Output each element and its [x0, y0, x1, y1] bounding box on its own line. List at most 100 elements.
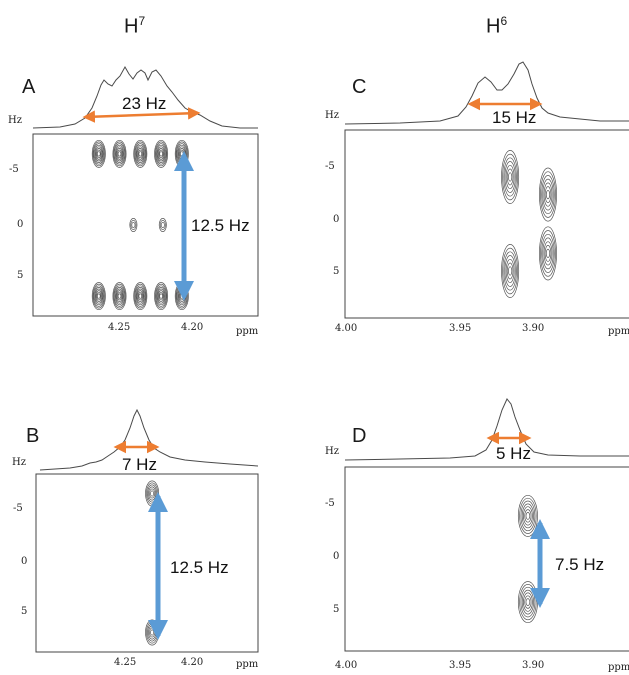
contour-peak-c-1-ring-5: [544, 186, 552, 203]
column-header-h6: H6: [486, 14, 507, 39]
contour-peak-b-0-ring-5: [150, 490, 155, 497]
y-unit-a: Hz: [8, 115, 22, 126]
contour-peak-c-1-ring-0: [539, 167, 557, 222]
contour-peak-a-10-ring-5: [157, 290, 165, 302]
contour-layer-c: [501, 150, 557, 298]
coupling-label-c-horizontal: 15 Hz: [492, 108, 537, 127]
contour-peak-a-9-ring-5: [137, 290, 144, 302]
contour-peak-c-2-ring-1: [502, 247, 518, 295]
contour-peak-c-3-ring-2: [541, 233, 555, 273]
y-tick-c-5: 5: [333, 266, 340, 277]
contour-peak-a-10-ring-1: [154, 283, 168, 309]
contour-peak-a-7-ring-3: [94, 287, 104, 306]
contour-peak-a-10-ring-7: [159, 293, 163, 299]
contour-peak-d-0-ring-1: [519, 497, 537, 534]
x-unit-d: ppm: [608, 662, 629, 673]
contour-peak-a-1-ring-6: [117, 149, 122, 159]
contour-peak-c-0-ring-0: [501, 150, 520, 204]
column-header-superscript: 7: [138, 14, 146, 28]
contour-peak-a-7-ring-0: [91, 282, 106, 311]
y-tick-b-5: 5: [21, 606, 28, 617]
contour-peak-b-0-ring-2: [147, 484, 158, 503]
contour-peak-a-3-ring-3: [156, 144, 166, 163]
x-tick-c-395: 3.95: [449, 323, 472, 334]
contour-peak-a-0-ring-5: [95, 148, 103, 160]
contour-peak-a-1-ring-7: [117, 151, 122, 157]
contour-peak-c-0-ring-2: [503, 157, 517, 197]
contour-peak-d-0-ring-2: [520, 500, 536, 532]
contour-peak-a-9-ring-1: [134, 283, 147, 309]
contour-peak-a-5-ring-2: [131, 222, 136, 228]
contour-peak-d-0-ring-4: [523, 506, 533, 526]
contour-peak-c-2-ring-3: [504, 255, 516, 287]
x-unit-c: ppm: [608, 326, 629, 337]
contour-peak-c-2-ring-6: [508, 266, 513, 276]
contour-peak-a-2-ring-0: [133, 139, 148, 168]
contour-peak-a-3-ring-1: [154, 141, 168, 167]
x-tick-d-390: 3.90: [522, 660, 545, 671]
contour-peak-a-7-ring-1: [92, 283, 105, 309]
column-header-superscript: 6: [500, 14, 508, 28]
contour-peak-a-2-ring-5: [137, 148, 144, 160]
contour-peak-a-8-ring-7: [117, 293, 122, 299]
panel-letter-a: A: [22, 76, 36, 98]
x-tick-a-425: 4.25: [108, 322, 131, 333]
coupling-label-a-vertical: 12.5 Hz: [191, 216, 250, 235]
contour-peak-d-0-ring-5: [524, 509, 532, 523]
contour-peak-a-3-ring-7: [159, 151, 163, 157]
contour-peak-c-1-ring-1: [540, 171, 556, 218]
contour-peak-c-1-ring-3: [542, 178, 554, 211]
contour-peak-c-0-ring-1: [502, 153, 518, 201]
x-unit-b: ppm: [236, 659, 259, 670]
contour-peak-a-6-ring-2: [160, 222, 165, 228]
contour-peak-d-0-ring-3: [521, 503, 534, 529]
coupling-label-d-horizontal: 5 Hz: [496, 444, 531, 463]
y-tick-b-neg5: -5: [13, 503, 23, 514]
contour-peak-a-5-ring-0: [129, 218, 138, 232]
contour-peak-a-10-ring-3: [156, 287, 166, 306]
contour-peak-d-0-ring-6: [525, 512, 531, 520]
contour-peak-a-8-ring-2: [114, 285, 125, 307]
contour-peak-d-1-ring-3: [521, 589, 534, 615]
y-unit-d: Hz: [325, 446, 339, 457]
contour-peak-a-8-ring-0: [112, 282, 127, 311]
contour-peak-c-3-ring-0: [539, 226, 557, 281]
contour-peak-a-0-ring-4: [94, 146, 103, 162]
panel-letter-d: D: [352, 425, 367, 447]
column-header-label: H: [124, 15, 139, 38]
coupling-label-d-vertical: 7.5 Hz: [555, 555, 605, 574]
contour-peak-a-3-ring-2: [155, 143, 167, 165]
contour-peak-c-3-ring-1: [540, 230, 556, 277]
contour-peak-a-10-ring-4: [157, 288, 166, 304]
contour-peak-a-3-ring-6: [158, 149, 164, 159]
contour-peak-a-6-ring-1: [159, 220, 166, 230]
contour-peak-a-7-ring-2: [93, 285, 105, 307]
contour-peak-a-10-ring-6: [158, 291, 164, 301]
contour-peak-a-3-ring-0: [154, 139, 169, 168]
contour-peak-a-9-ring-7: [138, 293, 143, 299]
contour-peak-c-3-ring-3: [542, 237, 554, 270]
y-tick-a-neg5: -5: [9, 164, 19, 175]
contour-peak-a-0-ring-0: [91, 139, 106, 168]
contour-peak-a-10-ring-0: [154, 282, 169, 311]
contour-peak-c-3-ring-4: [543, 241, 553, 266]
x-tick-c-390: 3.90: [522, 323, 545, 334]
y-tick-c-neg5: -5: [325, 161, 335, 172]
y-tick-b-0: 0: [21, 556, 28, 567]
contour-peak-a-1-ring-5: [116, 148, 123, 160]
coupling-label-b-vertical: 12.5 Hz: [170, 558, 229, 577]
coupling-label-b-horizontal: 7 Hz: [122, 455, 157, 474]
y-unit-b: Hz: [12, 457, 26, 468]
x-tick-d-400: 4.00: [335, 660, 358, 671]
contour-peak-a-6-ring-0: [158, 218, 167, 232]
panel-letter-b: B: [26, 425, 40, 447]
contour-layer-d: [517, 494, 538, 624]
contour-peak-d-1-ring-6: [525, 598, 531, 606]
contour-peak-a-1-ring-1: [113, 141, 126, 167]
contour-peak-a-2-ring-6: [137, 149, 143, 159]
contour-peak-a-2-ring-3: [135, 144, 145, 163]
contour-peak-a-9-ring-6: [137, 291, 143, 301]
y-tick-a-5: 5: [17, 270, 24, 281]
plot-frame-b: [35, 473, 259, 653]
